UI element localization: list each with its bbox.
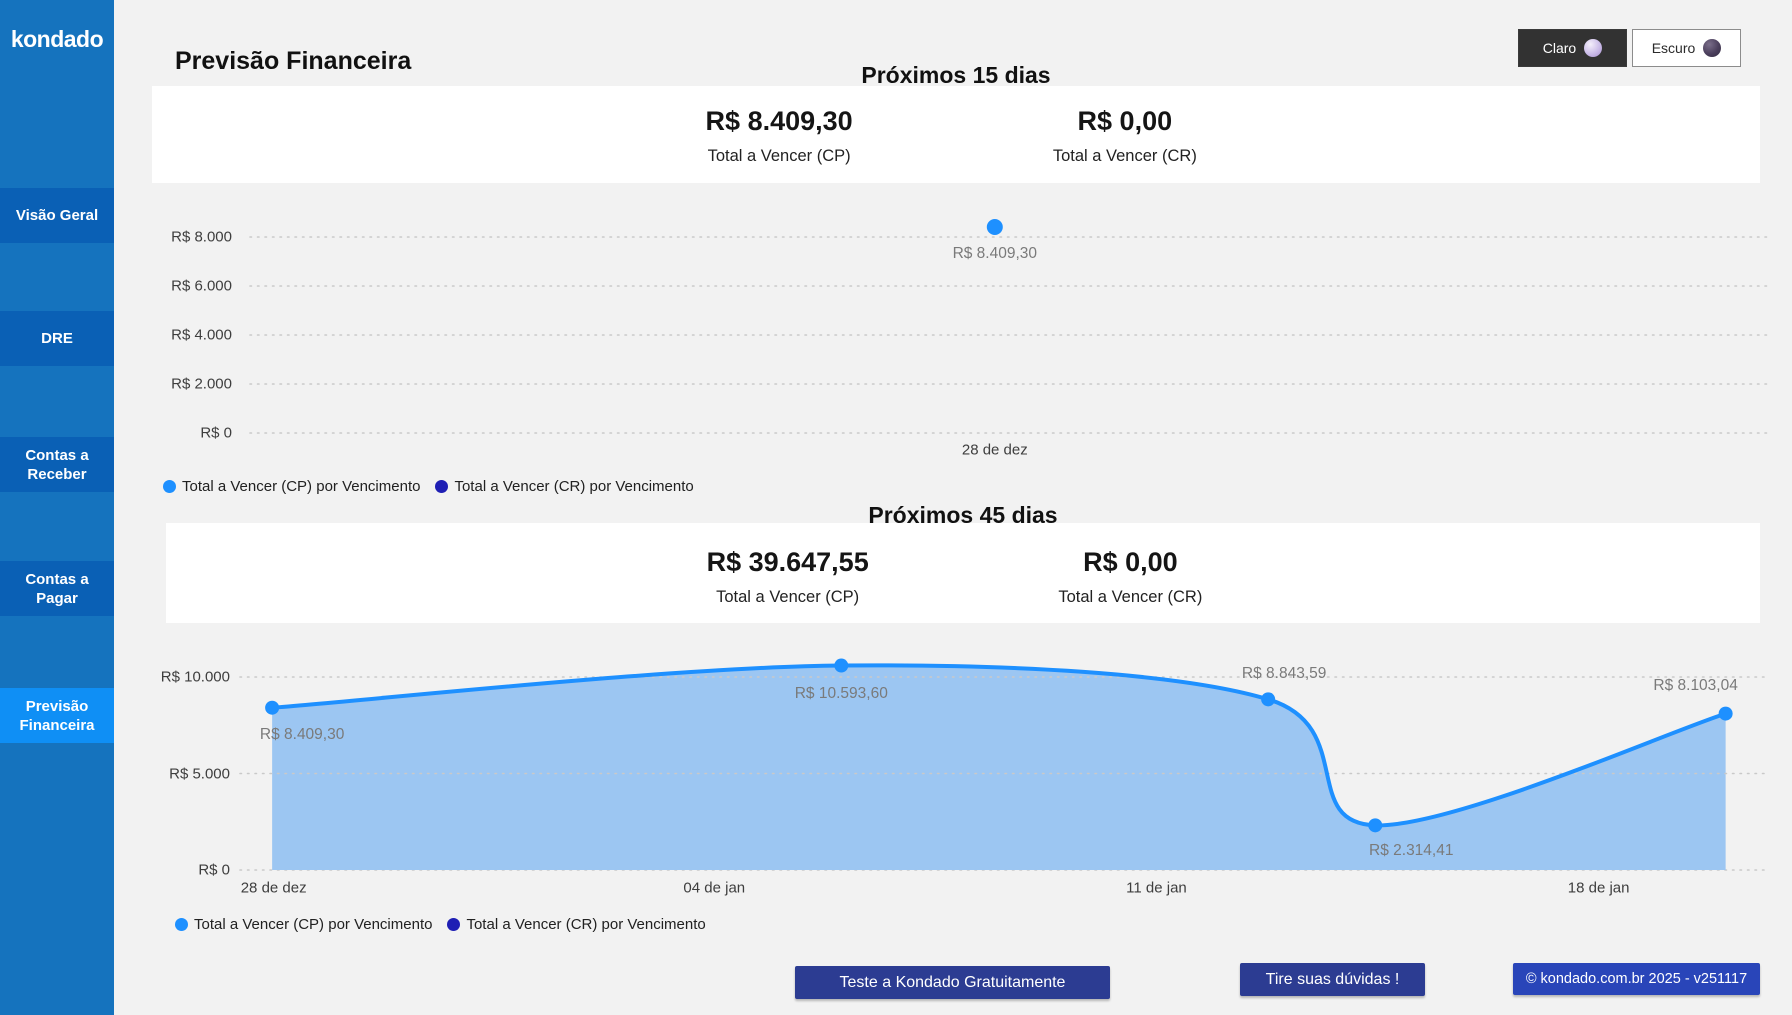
kpi-card-45-dias: R$ 39.647,55 Total a Vencer (CP) R$ 0,00… <box>166 523 1760 623</box>
page-title: Previsão Financeira <box>175 46 412 75</box>
data-point-marker[interactable] <box>986 218 1003 235</box>
data-point-marker[interactable] <box>1261 692 1276 707</box>
sidebar: kondado Visão Geral DRE Contas a Receber… <box>0 0 114 1015</box>
data-point-marker[interactable] <box>1718 706 1733 721</box>
legend-cp-label[interactable]: Total a Vencer (CP) por Vencimento <box>182 478 421 495</box>
data-point-marker[interactable] <box>834 658 849 673</box>
theme-toggle: Claro Escuro <box>1518 29 1741 67</box>
dark-sphere-icon <box>1703 39 1722 57</box>
kpi-caption: Total a Vencer (CR) <box>1052 147 1197 165</box>
kpi-total-vencer-cp-45: R$ 39.647,55 Total a Vencer (CP) <box>707 543 869 607</box>
app-logo: kondado <box>10 26 104 52</box>
kpi-total-vencer-cr-45: R$ 0,00 Total a Vencer (CR) <box>1058 543 1202 607</box>
sidebar-item-contas-a-receber[interactable]: Contas a Receber <box>0 437 114 492</box>
legend-cp-dot-icon <box>175 918 188 931</box>
light-sphere-icon <box>1584 39 1603 57</box>
sidebar-item-previsao-financeira[interactable]: Previsão Financeira <box>0 688 114 743</box>
legend-cr-dot-icon <box>435 480 449 493</box>
theme-light-button[interactable]: Claro <box>1518 29 1627 67</box>
kpi-caption: Total a Vencer (CP) <box>707 147 851 165</box>
sidebar-item-contas-a-pagar[interactable]: Contas a Pagar <box>0 561 114 616</box>
kpi-caption: Total a Vencer (CR) <box>1058 588 1203 606</box>
sidebar-item-dre[interactable]: DRE <box>0 311 114 366</box>
kpi-card-15-dias: R$ 8.409,30 Total a Vencer (CP) R$ 0,00 … <box>152 86 1760 183</box>
kpi-value: R$ 8.409,30 <box>705 106 853 136</box>
theme-dark-label: Escuro <box>1651 40 1696 56</box>
legend-cp-label[interactable]: Total a Vencer (CP) por Vencimento <box>194 916 433 933</box>
theme-light-label: Claro <box>1542 40 1577 56</box>
kpi-value: R$ 39.647,55 <box>706 547 869 577</box>
kpi-caption: Total a Vencer (CP) <box>716 588 860 606</box>
chart-45-legend: Total a Vencer (CP) por Vencimento Total… <box>175 916 715 933</box>
copyright-badge: © kondado.com.br 2025 - v251117 <box>1513 963 1760 995</box>
kpi-value: R$ 0,00 <box>1077 106 1173 136</box>
chart-15-legend: Total a Vencer (CP) por Vencimento Total… <box>163 478 703 495</box>
theme-dark-button[interactable]: Escuro <box>1632 29 1741 67</box>
legend-cr-dot-icon <box>447 918 461 931</box>
kpi-total-vencer-cp-15: R$ 8.409,30 Total a Vencer (CP) <box>706 102 853 166</box>
kpi-total-vencer-cr-15: R$ 0,00 Total a Vencer (CR) <box>1053 102 1197 166</box>
help-cta-button[interactable]: Tire suas dúvidas ! <box>1240 963 1425 996</box>
kpi-value: R$ 0,00 <box>1083 547 1178 577</box>
trial-cta-button[interactable]: Teste a Kondado Gratuitamente <box>795 966 1110 999</box>
sidebar-item-visao-geral[interactable]: Visão Geral <box>0 188 114 243</box>
data-point-marker[interactable] <box>1368 818 1383 833</box>
legend-cr-label[interactable]: Total a Vencer (CR) por Vencimento <box>466 916 706 933</box>
section-title-15-dias: Próximos 15 dias <box>861 62 1051 89</box>
cp-area-fill <box>272 665 1726 870</box>
legend-cr-label[interactable]: Total a Vencer (CR) por Vencimento <box>454 478 694 495</box>
cp-line <box>270 663 1728 828</box>
legend-cp-dot-icon <box>163 480 176 493</box>
data-point-marker[interactable] <box>265 700 280 715</box>
